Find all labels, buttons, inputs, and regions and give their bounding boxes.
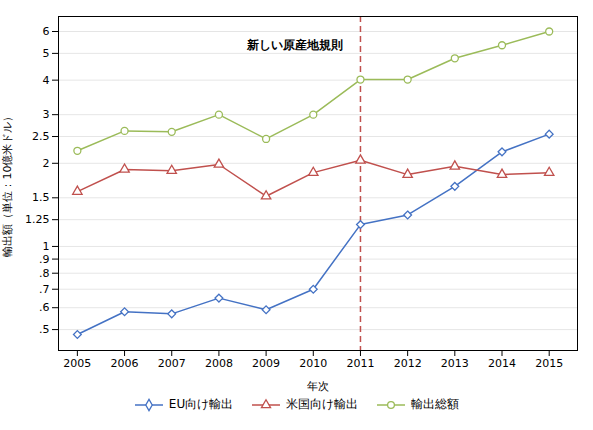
svg-text:2008: 2008	[205, 357, 233, 370]
svg-text:2011: 2011	[346, 357, 374, 370]
svg-text:3: 3	[43, 108, 50, 121]
svg-text:5: 5	[43, 47, 50, 60]
svg-text:.9: .9	[39, 253, 50, 266]
svg-text:2.5: 2.5	[32, 130, 50, 143]
svg-text:新しい原産地規則: 新しい原産地規則	[246, 38, 343, 52]
svg-text:2005: 2005	[63, 357, 91, 370]
svg-text:2006: 2006	[111, 357, 139, 370]
html-text:輸出総額: 輸出総額	[411, 397, 460, 411]
svg-text:2015: 2015	[535, 357, 563, 370]
svg-text:2009: 2009	[252, 357, 280, 370]
html-text:EU向け輸出: EU向け輸出	[168, 397, 234, 411]
svg-text:2010: 2010	[299, 357, 327, 370]
svg-text:.6: .6	[39, 301, 50, 314]
svg-text:6: 6	[43, 25, 50, 38]
svg-text:2: 2	[43, 157, 50, 170]
svg-text:輸出額（単位：10億米ドル）: 輸出額（単位：10億米ドル）	[1, 111, 14, 257]
svg-text:.8: .8	[39, 267, 50, 280]
html-text:米国向け輸出: 米国向け輸出	[286, 397, 359, 411]
svg-text:2014: 2014	[488, 357, 516, 370]
svg-text:年次: 年次	[307, 380, 329, 393]
svg-text:.7: .7	[39, 283, 50, 296]
svg-text:1.5: 1.5	[32, 191, 50, 204]
svg-text:1.25: 1.25	[25, 213, 50, 226]
svg-text:2012: 2012	[394, 357, 422, 370]
svg-text:.5: .5	[39, 323, 50, 336]
svg-text:4: 4	[43, 74, 50, 87]
svg-text:1: 1	[43, 240, 50, 253]
svg-text:2013: 2013	[441, 357, 469, 370]
svg-text:2007: 2007	[158, 357, 186, 370]
